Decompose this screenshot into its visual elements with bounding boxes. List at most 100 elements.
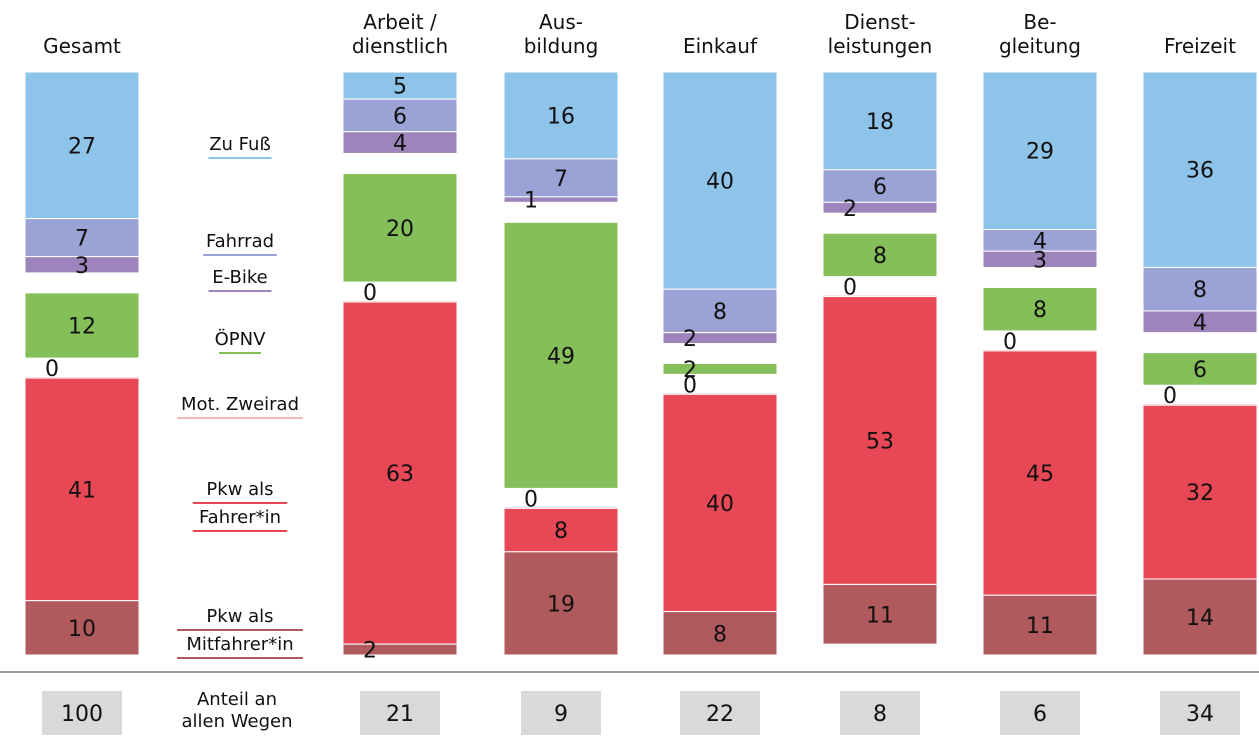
value-label: 36 bbox=[1186, 159, 1214, 184]
bar-segment bbox=[342, 98, 458, 133]
value-label: 16 bbox=[547, 104, 575, 129]
share-value: 9 bbox=[554, 702, 568, 727]
category-label: Aus-bildung bbox=[524, 10, 599, 58]
bar-segment bbox=[503, 196, 619, 203]
bar-segment bbox=[662, 611, 778, 656]
category-label: Arbeit / dienstlich bbox=[352, 10, 448, 58]
category-label: Freizeit bbox=[1164, 34, 1236, 58]
value-label: 11 bbox=[866, 603, 894, 628]
value-label: 6 bbox=[393, 104, 407, 129]
bar-segment bbox=[1142, 266, 1258, 312]
value-label: 8 bbox=[873, 244, 887, 269]
category-label: Einkauf bbox=[683, 34, 758, 58]
value-label: 8 bbox=[1193, 278, 1207, 303]
bar-segment bbox=[503, 551, 619, 656]
bar-segment bbox=[662, 363, 778, 375]
share-value: 34 bbox=[1186, 702, 1214, 727]
bar-segment bbox=[822, 201, 938, 214]
bar-segment bbox=[503, 158, 619, 198]
value-label: 29 bbox=[1026, 140, 1054, 165]
value-label: 8 bbox=[554, 519, 568, 544]
bar-segment bbox=[982, 286, 1098, 332]
bar-segment bbox=[662, 332, 778, 345]
bar-segment bbox=[662, 71, 778, 290]
category-label: Be-gleitung bbox=[999, 10, 1081, 58]
value-label: 0 bbox=[524, 487, 538, 512]
value-label: 49 bbox=[547, 344, 575, 369]
share-box bbox=[42, 691, 122, 735]
bar-segment bbox=[24, 218, 140, 258]
bar-segment bbox=[1142, 71, 1258, 268]
share-label: Anteil an allen Wegen bbox=[182, 689, 293, 732]
share-box bbox=[840, 691, 920, 735]
share-box bbox=[360, 691, 440, 735]
share-box bbox=[1160, 691, 1240, 735]
value-label: 4 bbox=[393, 132, 407, 157]
legend-label: Zu Fuß bbox=[209, 134, 271, 155]
bar-segment bbox=[503, 221, 619, 489]
bar-segment bbox=[24, 292, 140, 359]
value-label: 1 bbox=[524, 189, 538, 214]
value-label: 8 bbox=[713, 300, 727, 325]
share-box bbox=[680, 691, 760, 735]
bar-segment bbox=[822, 71, 938, 171]
share-box bbox=[1000, 691, 1080, 735]
bar-segment bbox=[1142, 578, 1258, 656]
value-label: 2 bbox=[363, 639, 377, 664]
value-label: 2 bbox=[683, 327, 697, 352]
value-label: 6 bbox=[873, 175, 887, 200]
value-label: 8 bbox=[1033, 298, 1047, 323]
value-label: 7 bbox=[554, 167, 568, 192]
share-box bbox=[521, 691, 601, 735]
value-label: 0 bbox=[363, 281, 377, 306]
value-label: 40 bbox=[706, 492, 734, 517]
bar-segment bbox=[1142, 352, 1258, 386]
legend-label: E-Bike bbox=[212, 267, 267, 288]
value-label: 6 bbox=[1193, 358, 1207, 383]
value-label: 3 bbox=[1033, 248, 1047, 273]
value-label: 0 bbox=[1003, 330, 1017, 355]
legend-label: Mot. Zweirad bbox=[181, 394, 299, 415]
value-label: 0 bbox=[45, 357, 59, 382]
value-label: 20 bbox=[386, 217, 414, 242]
bar-segment bbox=[982, 594, 1098, 656]
bar-segment bbox=[982, 71, 1098, 230]
value-label: 19 bbox=[547, 592, 575, 617]
share-value: 6 bbox=[1033, 702, 1047, 727]
value-label: 7 bbox=[75, 227, 89, 252]
bar-segment bbox=[1142, 404, 1258, 580]
value-label: 3 bbox=[75, 254, 89, 279]
bar-segment bbox=[982, 350, 1098, 596]
bar-segment bbox=[982, 250, 1098, 268]
share-value: 21 bbox=[386, 702, 414, 727]
value-label: 45 bbox=[1026, 462, 1054, 487]
value-label: 53 bbox=[866, 430, 894, 455]
legend-label: Pkw als Fahrer*in bbox=[199, 479, 281, 528]
value-label: 0 bbox=[683, 373, 697, 398]
bar-segment bbox=[662, 393, 778, 613]
bar-segment bbox=[342, 131, 458, 154]
bar-segment bbox=[822, 583, 938, 645]
bar-segment bbox=[342, 172, 458, 283]
value-label: 11 bbox=[1026, 614, 1054, 639]
share-value: 22 bbox=[706, 702, 734, 727]
value-label: 8 bbox=[713, 622, 727, 647]
value-label: 41 bbox=[68, 478, 96, 503]
value-label: 14 bbox=[1186, 606, 1214, 631]
value-label: 5 bbox=[393, 75, 407, 100]
share-value: 100 bbox=[61, 702, 103, 727]
value-label: 32 bbox=[1186, 481, 1214, 506]
bar-segment bbox=[24, 600, 140, 656]
value-label: 18 bbox=[866, 110, 894, 135]
legend-label: Fahrrad bbox=[206, 231, 274, 252]
value-label: 63 bbox=[386, 462, 414, 487]
bar-segment bbox=[342, 643, 458, 656]
value-label: 10 bbox=[68, 617, 96, 642]
value-label: 2 bbox=[843, 197, 857, 222]
bar-segment bbox=[342, 71, 458, 100]
value-label: 0 bbox=[1163, 384, 1177, 409]
legend-label: Pkw als Mitfahrer*in bbox=[186, 606, 293, 655]
value-label: 27 bbox=[68, 134, 96, 159]
value-label: 40 bbox=[706, 170, 734, 195]
